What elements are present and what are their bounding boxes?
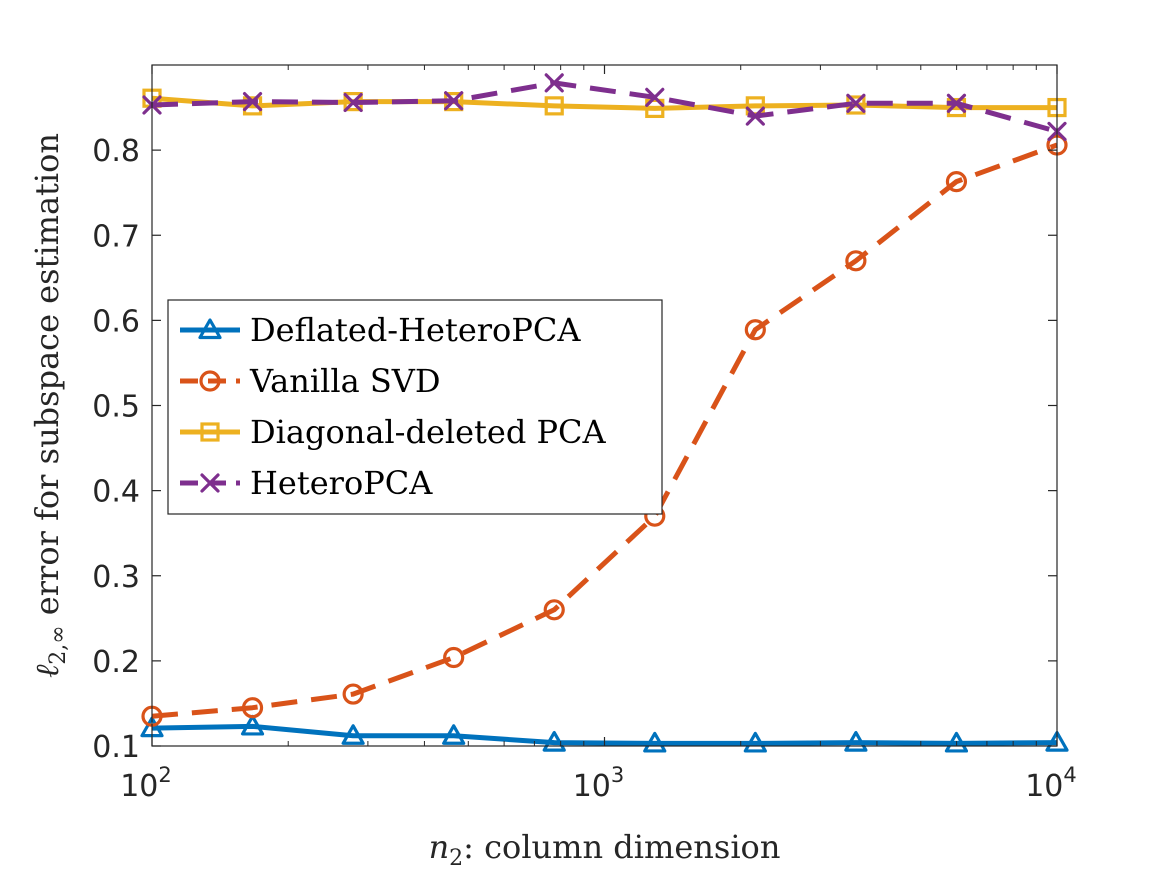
y-tick-label: 0.3: [92, 560, 140, 595]
data-point-diagonal-deleted-pca: [544, 96, 564, 116]
data-point-heteropca: [645, 87, 665, 107]
legend-marker-diagonal-deleted-pca: [200, 422, 220, 442]
series-heteropca: [142, 73, 1067, 141]
y-axis-label: ℓ2,∞ error for subspace estimation: [28, 133, 71, 678]
x-tick-label-exponent: 4: [1063, 763, 1076, 787]
legend-label-diagonal-deleted-pca: Diagonal-deleted PCA: [250, 413, 607, 451]
axis-labels: n2: column dimension ℓ2,∞ error for subs…: [28, 133, 780, 871]
data-point-heteropca: [242, 92, 263, 112]
legend-marker-deflated-heteropca: [198, 318, 222, 340]
data-point-vanilla-svd: [241, 697, 264, 719]
y-axis-label-var: ℓ: [28, 664, 66, 678]
data-point-deflated-heteropca: [341, 724, 365, 745]
data-point-diagonal-deleted-pca: [645, 98, 665, 119]
x-tick-label: 104: [1025, 763, 1077, 804]
data-point-vanilla-svd: [342, 683, 364, 705]
legend-marker-vanilla-svd: [199, 370, 221, 392]
series-line-heteropca: [151, 80, 1058, 134]
x-axis-label-sub: 2: [449, 846, 463, 871]
x-tick-label-exponent: 3: [611, 763, 624, 787]
data-point-deflated-heteropca: [542, 730, 566, 752]
y-tick-label: 0.4: [92, 475, 140, 510]
legend: Deflated-HeteroPCA Vanilla SVD Diagonal-de…: [167, 299, 663, 515]
data-point-vanilla-svd: [543, 599, 565, 621]
x-tick-label: 103: [573, 763, 625, 804]
data-point-heteropca: [544, 73, 564, 93]
y-tick-label: 0.8: [92, 134, 140, 169]
data-point-heteropca: [745, 106, 765, 126]
series-line-diagonal-deleted-pca: [151, 95, 1057, 111]
data-point-vanilla-svd: [744, 319, 766, 341]
legend-box: [167, 299, 663, 515]
y-tick-label: 0.2: [92, 645, 140, 680]
data-point-deflated-heteropca: [643, 731, 667, 753]
data-point-diagonal-deleted-pca: [242, 96, 263, 116]
data-point-deflated-heteropca: [844, 730, 868, 752]
x-tick-label-base: 10: [1025, 769, 1063, 804]
x-axis-label: n2: column dimension: [429, 828, 781, 871]
y-axis-label-rest: error for subspace estimation: [28, 133, 66, 625]
legend-label-deflated-heteropca: Deflated-HeteroPCA: [250, 311, 581, 349]
y-axis-label-sub: 2,∞: [46, 625, 71, 664]
legend-label-vanilla-svd: Vanilla SVD: [249, 362, 441, 400]
data-point-vanilla-svd: [845, 250, 867, 272]
data-point-heteropca: [444, 91, 464, 111]
data-point-deflated-heteropca: [944, 731, 969, 753]
data-point-heteropca: [946, 93, 967, 113]
x-tick-label-exponent: 2: [158, 763, 171, 787]
data-point-vanilla-svd: [443, 646, 465, 669]
series-line-vanilla-svd: [151, 142, 1058, 719]
x-tick-label-base: 10: [120, 769, 158, 804]
data-point-deflated-heteropca: [442, 724, 466, 745]
legend-marker-heteropca: [200, 473, 220, 493]
y-tick-label: 0.7: [92, 219, 140, 254]
data-point-vanilla-svd: [945, 171, 968, 193]
x-tick-label: 102: [120, 763, 172, 804]
y-tick-label: 0.5: [92, 390, 140, 425]
legend-entry-deflated-heteropca: Deflated-HeteroPCA: [180, 311, 581, 349]
data-point-heteropca: [846, 93, 866, 113]
data-point-deflated-heteropca: [1045, 730, 1069, 752]
legend-label-heteropca: HeteroPCA: [250, 464, 433, 502]
plot-area: [140, 73, 1069, 753]
y-tick-label: 0.1: [92, 730, 140, 765]
x-tick-label-base: 10: [573, 769, 611, 804]
data-point-deflated-heteropca: [240, 714, 265, 736]
legend-entry-vanilla-svd: Vanilla SVD: [180, 362, 441, 400]
legend-entry-diagonal-deleted-pca: Diagonal-deleted PCA: [180, 413, 607, 451]
legend-entry-heteropca: HeteroPCA: [180, 464, 433, 502]
y-tick-label: 0.6: [92, 304, 140, 339]
x-axis-label-var: n: [429, 828, 450, 866]
x-axis-label-rest: : column dimension: [463, 828, 780, 866]
data-point-deflated-heteropca: [743, 731, 767, 753]
data-point-heteropca: [343, 92, 363, 113]
